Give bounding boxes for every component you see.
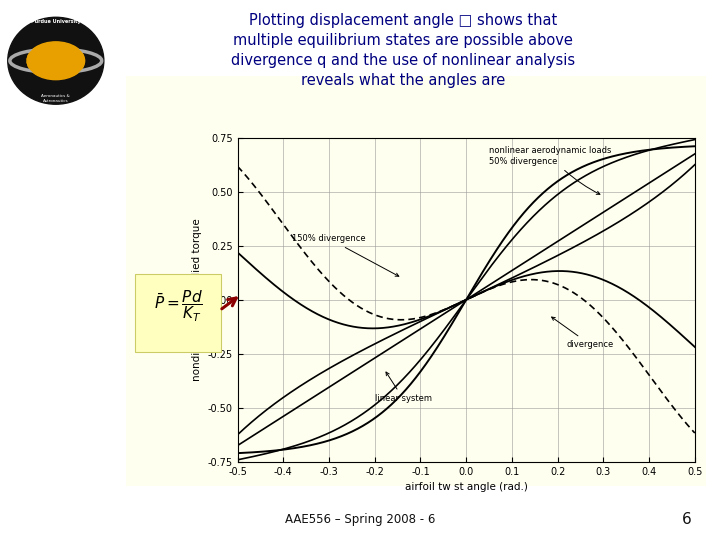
Y-axis label: nondimensional applied torque: nondimensional applied torque	[192, 218, 202, 381]
Text: nonlinear aerodynamic loads
50% divergence: nonlinear aerodynamic loads 50% divergen…	[489, 146, 611, 194]
Text: Plotting displacement angle □ shows that
multiple equilibrium states are possibl: Plotting displacement angle □ shows that…	[231, 14, 575, 88]
Text: 150% divergence: 150% divergence	[292, 234, 399, 276]
Text: Aeronautics &
Astronautics: Aeronautics & Astronautics	[42, 94, 70, 103]
Text: $\bar{P} = \dfrac{Pd}{K_T}$: $\bar{P} = \dfrac{Pd}{K_T}$	[154, 288, 202, 324]
Text: divergence: divergence	[552, 317, 614, 349]
Text: 6: 6	[681, 511, 691, 526]
Ellipse shape	[27, 55, 84, 66]
Circle shape	[8, 17, 104, 104]
Text: AAE556 – Spring 2008 - 6: AAE556 – Spring 2008 - 6	[285, 514, 435, 526]
Text: linear system: linear system	[375, 372, 432, 403]
Ellipse shape	[27, 43, 84, 79]
Ellipse shape	[27, 42, 84, 80]
Text: Purdue University: Purdue University	[31, 18, 81, 24]
FancyBboxPatch shape	[135, 274, 222, 352]
X-axis label: airfoil tw st angle (rad.): airfoil tw st angle (rad.)	[405, 482, 528, 492]
